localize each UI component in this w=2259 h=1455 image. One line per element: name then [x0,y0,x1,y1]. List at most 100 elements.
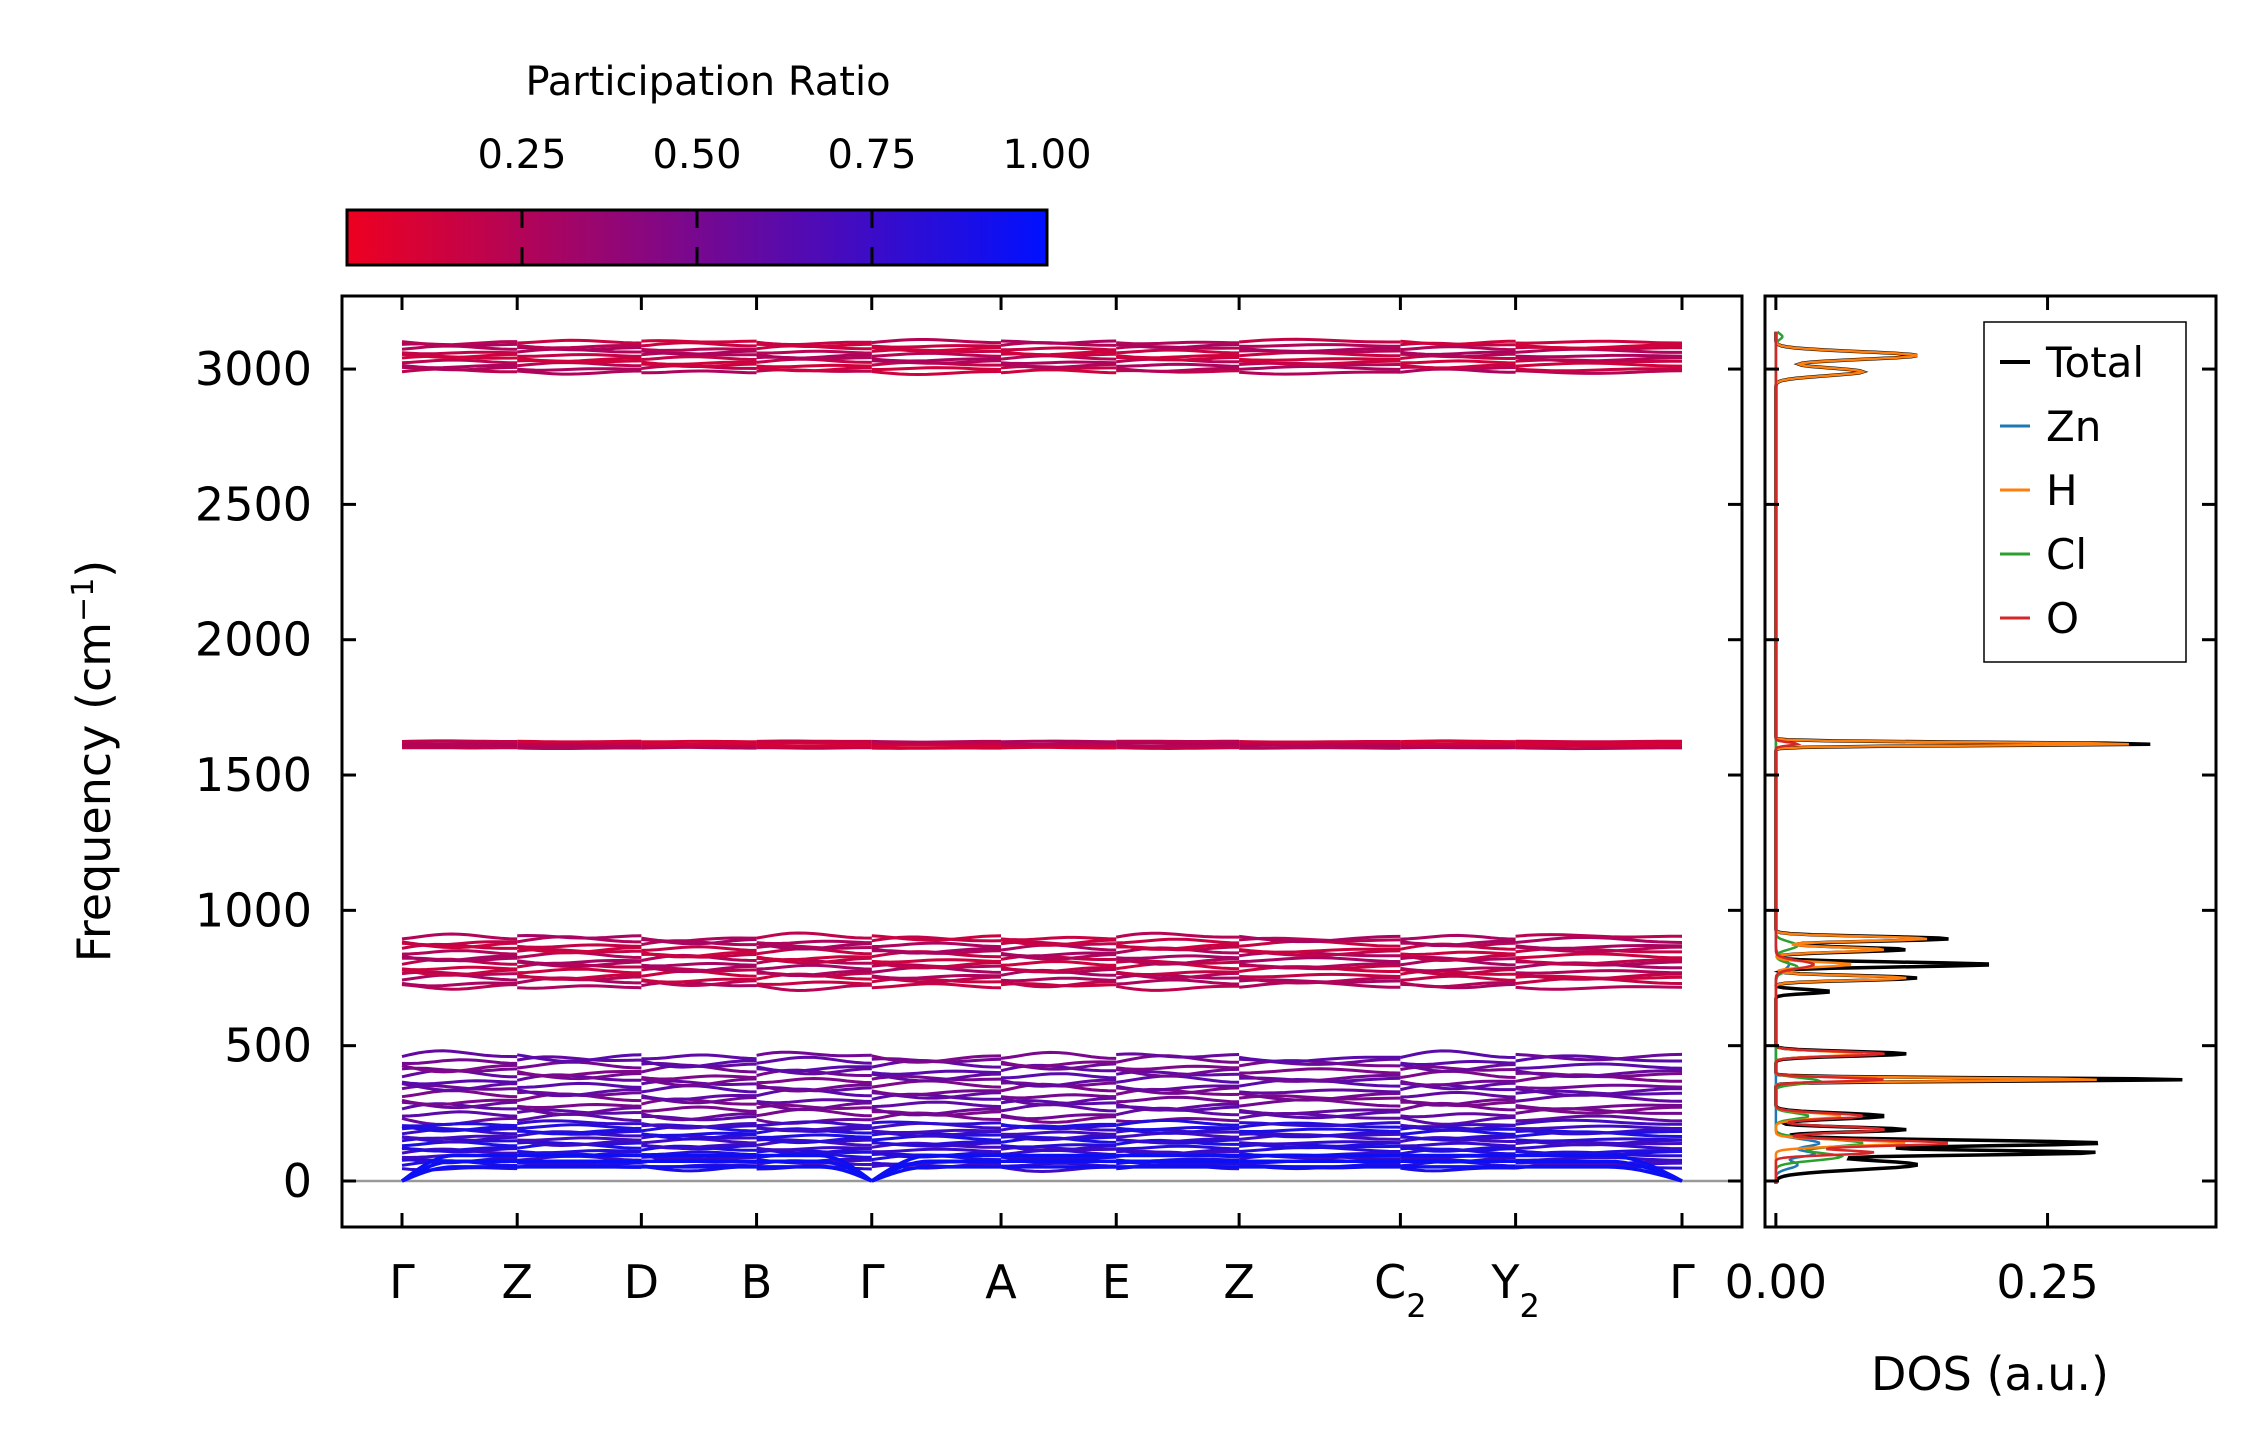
band-line [756,1146,872,1152]
band-line [1116,746,1240,751]
band-line [871,366,1002,371]
band-line [871,739,1001,744]
band-line [517,369,642,376]
legend-label: Cl [2046,530,2087,579]
band-line [641,1094,757,1102]
band-line [1115,1137,1240,1144]
band-line [1115,931,1240,939]
band-line [871,1128,1002,1135]
band-line [1001,744,1117,748]
band-line [1515,739,1683,744]
band-line [1400,974,1516,982]
band-line [517,1081,642,1089]
colorbar: Participation Ratio 0.25 0.50 0.75 1.00 [345,59,1092,267]
dos-panel: 0.00 0.25 DOS (a.u.) Total Zn H Cl O [1725,294,2218,1401]
band-line [1515,339,1683,345]
band-y-tick-label: 0 [283,1154,312,1208]
band-line [756,746,872,750]
band-line [516,1139,642,1148]
band-line [1400,1097,1516,1107]
band-line [401,932,518,941]
band-line [1400,744,1516,748]
band-line [1515,1083,1683,1090]
band-line [641,977,757,984]
band-line [1238,947,1401,954]
band-line [871,934,1002,942]
band-line [401,1098,518,1107]
band-line [1000,1060,1117,1068]
band-line [1238,1091,1401,1102]
band-line [1000,350,1117,357]
band-line [1400,345,1516,352]
band-line [1116,354,1240,360]
acoustic-band-line [870,1159,1001,1183]
band-line [756,1050,872,1058]
band-line [1239,972,1401,979]
colorbar-title: Participation Ratio [525,59,890,105]
band-line [756,939,872,946]
band-line [641,355,757,361]
band-y-tick-label: 3000 [195,342,312,396]
band-line [517,353,642,358]
band-line [517,1102,642,1109]
band-line [1515,952,1683,960]
band-line [1238,370,1401,376]
band-line [756,1076,872,1085]
band-line [401,981,518,988]
band-line [517,344,642,350]
band-line [1000,935,1117,942]
band-line [1400,1079,1516,1087]
band-line [756,969,872,978]
band-line [871,1079,1002,1089]
colorbar-ticks: 0.25 0.50 0.75 1.00 [477,132,1092,265]
band-line [1239,1121,1401,1128]
band-line [756,1055,872,1065]
band-line [1116,362,1240,368]
band-line [756,1083,872,1093]
band-line [871,1054,1002,1064]
band-line [641,950,757,959]
band-x-tick-label: Y2 [1490,1255,1539,1325]
band-line [1116,348,1240,355]
band-line [1116,937,1240,945]
band-line [1000,1072,1117,1080]
band-line [1400,363,1516,370]
band-line [756,983,872,993]
band-line [1115,957,1240,966]
band-line [1515,1069,1682,1079]
band-line [1515,972,1683,981]
band-line [401,965,518,972]
band-line [1515,943,1683,950]
band-line [516,973,642,981]
band-line [1515,1118,1683,1126]
band-line [1515,985,1683,991]
band-line [1238,1130,1401,1139]
band-line [1001,346,1117,352]
band-line [1238,1140,1401,1146]
band-line [1116,1144,1240,1151]
band-line [401,1146,518,1153]
band-line [641,1112,757,1122]
band-line [1238,976,1401,985]
band-y-axis-label: Frequency (cm−1) [66,560,122,963]
band-line [1000,1113,1117,1121]
band-line [1000,976,1117,983]
band-line [1515,367,1682,373]
dos-x-axis-label: DOS (a.u.) [1871,1347,2109,1401]
band-line [1400,1059,1516,1066]
band-line [756,1133,872,1139]
acoustic-band-line [1515,1153,1683,1183]
band-line [1239,364,1401,371]
band-x-tick-label: D [624,1255,659,1309]
band-line [1515,1128,1682,1136]
band-line [1400,939,1516,948]
band-line [517,1148,642,1155]
band-line [1400,1049,1516,1059]
band-y-ticks: 0 500 1000 1500 2000 2500 3000 [195,342,1742,1208]
band-line [401,352,518,360]
band-line [641,369,757,375]
band-line [756,980,872,986]
dos-x-ticks: 0.00 0.25 [1725,296,2099,1309]
band-line [641,1074,757,1081]
band-line [871,941,1002,949]
